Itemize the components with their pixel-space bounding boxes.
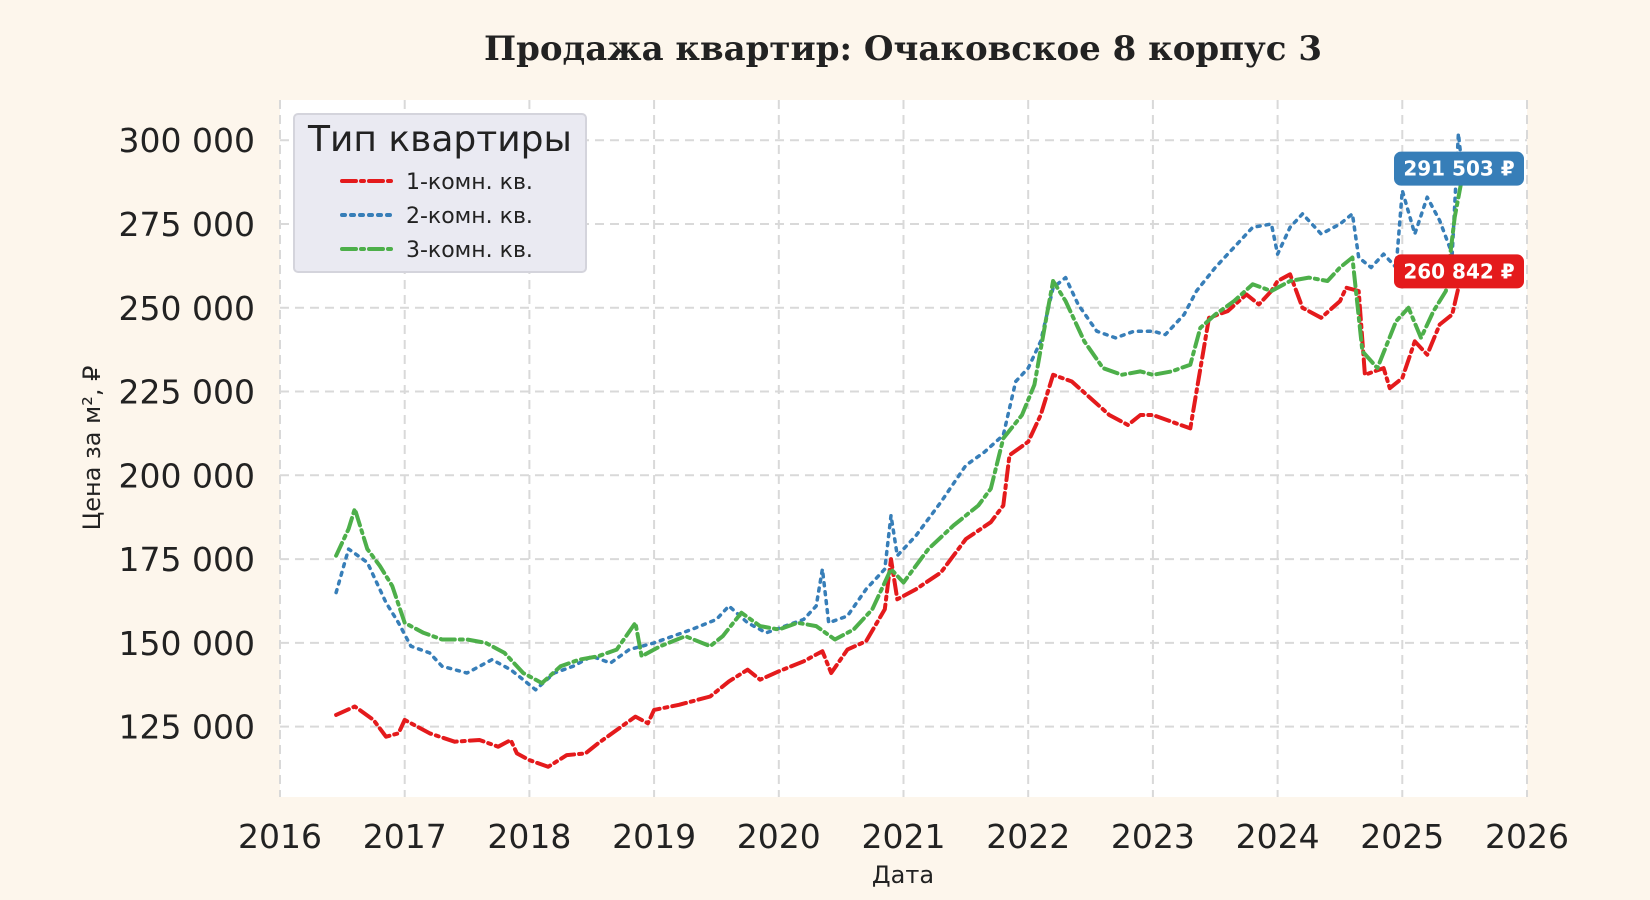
last-value-label-2: 291 503 ₽ [1403, 157, 1514, 181]
x-tick-label: 2025 [1360, 817, 1444, 856]
series-line-1 [334, 269, 1465, 769]
chart-title: Продажа квартир: Очаковское 8 корпус 3 [484, 29, 1322, 69]
y-tick-label: 200 000 [119, 456, 255, 495]
last-value-badge-1 [1394, 254, 1524, 289]
x-tick-label: 2018 [487, 817, 571, 856]
x-tick-label: 2019 [612, 817, 696, 856]
y-tick-label: 250 000 [119, 289, 255, 328]
x-tick-label: 2020 [737, 817, 821, 856]
x-tick-label: 2023 [1111, 817, 1195, 856]
y-axis-label: Цена за м², ₽ [78, 366, 106, 531]
legend-items: 1-комн. кв. 2-комн. кв. 3-комн. кв. [340, 170, 533, 263]
legend-label-1: 1-комн. кв. [406, 170, 533, 195]
legend-box [293, 113, 587, 273]
y-tick-label: 275 000 [119, 205, 255, 244]
y-tick-label: 175 000 [119, 540, 255, 579]
y-tick-label: 300 000 [119, 121, 255, 160]
legend-label-2: 2-комн. кв. [406, 204, 533, 229]
x-tick-label: 2016 [238, 817, 322, 856]
last-value-badge-2 [1394, 151, 1524, 186]
x-axis-ticks: 2016 2017 2018 2019 2020 2021 2022 2023 2024 2025… [238, 817, 1569, 856]
legend: Тип квартиры 1-комн. кв. 2-комн. кв. 3-ком… [293, 113, 587, 273]
y-axis-ticks: 125 000 150 000 175 000 200 000 225 000 250 0… [119, 121, 255, 746]
x-tick-label: 2017 [363, 817, 447, 856]
x-tick-label: 2024 [1236, 817, 1320, 856]
series-lines [334, 131, 1465, 769]
y-tick-label: 225 000 [119, 373, 255, 412]
series-line-3 [334, 175, 1465, 686]
x-tick-label: 2026 [1485, 817, 1569, 856]
x-tick-label: 2022 [986, 817, 1070, 856]
series-line-2 [334, 131, 1464, 692]
legend-title: Тип квартиры [307, 119, 572, 160]
legend-label-3: 3-комн. кв. [406, 238, 533, 263]
last-value-label-1: 260 842 ₽ [1403, 259, 1514, 283]
x-tick-label: 2021 [862, 817, 946, 856]
y-tick-label: 150 000 [119, 624, 255, 663]
y-tick-label: 125 000 [119, 708, 255, 747]
x-axis-label: Дата [872, 861, 934, 889]
grid [279, 100, 1528, 797]
last-value-badges: 260 842 ₽ 291 503 ₽ [1394, 151, 1524, 289]
